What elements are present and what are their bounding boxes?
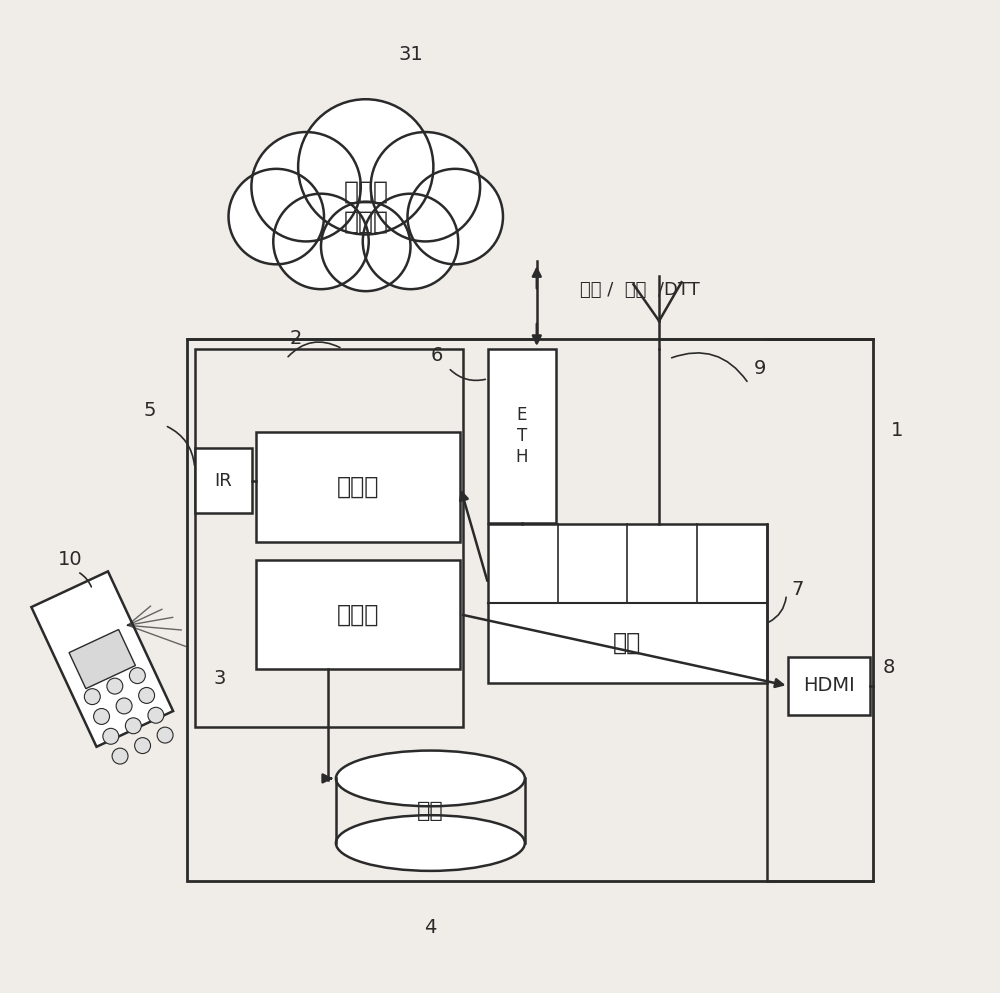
Circle shape <box>125 718 141 734</box>
Circle shape <box>321 202 411 291</box>
Text: 31: 31 <box>398 45 423 64</box>
Polygon shape <box>31 571 173 747</box>
Text: 5: 5 <box>144 401 156 420</box>
Text: 处理器: 处理器 <box>337 475 379 499</box>
Text: E
T
H: E T H <box>516 406 528 466</box>
Text: 存储器: 存储器 <box>337 603 379 627</box>
Circle shape <box>139 687 155 703</box>
Circle shape <box>116 698 132 714</box>
Circle shape <box>84 689 100 705</box>
Polygon shape <box>69 630 135 689</box>
Circle shape <box>229 169 324 264</box>
Bar <box>256 432 460 542</box>
Bar <box>187 339 873 881</box>
Ellipse shape <box>336 815 525 871</box>
Text: 3: 3 <box>213 669 226 688</box>
Text: 2: 2 <box>290 330 302 349</box>
Text: 7: 7 <box>791 580 804 599</box>
Text: 4: 4 <box>424 919 437 937</box>
Ellipse shape <box>336 751 525 806</box>
Circle shape <box>363 194 458 289</box>
Circle shape <box>157 727 173 743</box>
Text: 前端: 前端 <box>613 632 641 655</box>
Bar <box>488 349 556 523</box>
Circle shape <box>273 194 369 289</box>
Bar <box>195 448 252 513</box>
Circle shape <box>112 748 128 764</box>
Text: 硬盘: 硬盘 <box>417 800 444 821</box>
Bar <box>256 560 460 669</box>
Bar <box>195 349 463 727</box>
Text: 1: 1 <box>891 421 903 440</box>
Text: 10: 10 <box>57 550 82 569</box>
Circle shape <box>107 678 123 694</box>
Circle shape <box>371 132 480 241</box>
Text: 因特网: 因特网 <box>343 180 388 204</box>
Circle shape <box>103 728 119 744</box>
Circle shape <box>94 708 110 725</box>
Text: （云）: （云） <box>343 210 388 233</box>
Circle shape <box>251 132 361 241</box>
Circle shape <box>408 169 503 264</box>
Text: HDMI: HDMI <box>803 676 855 695</box>
Text: IR: IR <box>215 472 232 490</box>
Circle shape <box>129 667 145 683</box>
Circle shape <box>135 738 151 754</box>
Bar <box>788 657 870 715</box>
Bar <box>488 524 767 683</box>
Text: 电缆 /  卫星  /DTT: 电缆 / 卫星 /DTT <box>580 281 699 299</box>
Text: 9: 9 <box>754 359 766 378</box>
Circle shape <box>148 707 164 723</box>
Circle shape <box>298 99 433 234</box>
Text: 8: 8 <box>883 657 895 676</box>
Text: 6: 6 <box>431 347 443 365</box>
